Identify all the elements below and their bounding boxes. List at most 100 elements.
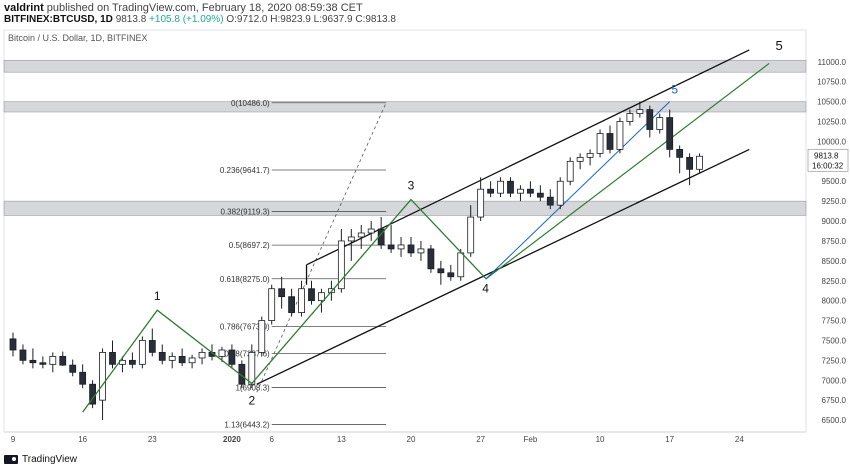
- candle-body: [308, 288, 315, 302]
- fib-level-label: 0.618(8275.0): [220, 275, 270, 284]
- candle: [238, 360, 246, 389]
- candle: [417, 240, 425, 261]
- candle-body: [497, 180, 504, 194]
- candle: [79, 364, 87, 389]
- candle-body: [318, 292, 325, 302]
- resistance-zone: [3, 200, 807, 216]
- candle-body: [357, 232, 365, 238]
- time-tick-label: 27: [476, 435, 485, 444]
- price-tick-label: 6500.0: [822, 416, 847, 425]
- candle-body: [387, 244, 395, 250]
- candle-body: [427, 248, 435, 270]
- time-tick-label: 20: [407, 435, 416, 444]
- candle-body: [656, 117, 664, 130]
- author-name[interactable]: valdrint: [4, 2, 44, 14]
- candle: [29, 348, 37, 369]
- candle-body: [606, 133, 614, 150]
- candle: [437, 260, 445, 285]
- last-price-label: 9813.8: [814, 151, 839, 160]
- zones-layer: [3, 29, 807, 433]
- candle-body: [556, 180, 564, 206]
- candle: [138, 336, 146, 369]
- candle: [9, 332, 17, 357]
- wave-label: 1: [154, 289, 161, 303]
- candle: [546, 189, 554, 210]
- candle: [397, 236, 405, 257]
- candle: [148, 328, 156, 357]
- chart-title: Bitcoin / U.S. Dollar, 1D, BITFINEX: [8, 33, 148, 43]
- price-chart[interactable]: 0(10486.0) 0.236(9641.7) 0.382(9119.3) 0.5(…: [0, 26, 850, 450]
- time-tick-label: 9: [11, 435, 16, 444]
- candle: [576, 153, 584, 170]
- candle: [158, 344, 166, 365]
- price-tick-label: 7500.0: [822, 336, 847, 345]
- price-tick-label: 8750.0: [822, 237, 847, 246]
- candle: [477, 177, 485, 222]
- low-value: L:9637.9: [313, 14, 353, 25]
- candle-body: [59, 355, 67, 366]
- fib-trend-dashed: [256, 102, 387, 393]
- candle-body: [447, 272, 455, 278]
- candle: [198, 348, 206, 365]
- candle: [487, 181, 495, 198]
- candle: [347, 229, 355, 261]
- fib-level-label: 1(6908.3): [235, 384, 270, 393]
- publish-line: valdrint published on TradingView.com, F…: [4, 2, 363, 14]
- candle: [278, 276, 286, 309]
- fib-level-label: 0(10486.0): [231, 99, 270, 108]
- last-price: 9813.8: [115, 14, 147, 25]
- time-tick-label: 24: [735, 435, 744, 444]
- candle: [447, 264, 455, 281]
- wave-label: 5: [671, 83, 678, 97]
- candle-body: [39, 362, 47, 365]
- candle-body: [268, 288, 276, 321]
- candle-body: [487, 188, 495, 194]
- footer-brand[interactable]: TradingView: [22, 454, 78, 465]
- candle-body: [696, 155, 703, 170]
- candle-body: [228, 349, 236, 365]
- last-price-tag: [807, 148, 849, 172]
- candle: [586, 149, 594, 166]
- candle-body: [586, 152, 594, 158]
- candle: [168, 352, 176, 369]
- candle-body: [148, 340, 156, 353]
- candle-body: [566, 160, 574, 182]
- candle-body: [288, 296, 296, 313]
- candle-body: [168, 355, 176, 361]
- candle: [507, 177, 514, 198]
- candle: [228, 344, 236, 369]
- candle: [427, 244, 435, 273]
- candle-body: [69, 364, 77, 373]
- fib-layer: 0(10486.0) 0.236(9641.7) 0.382(9119.3) 0.5(…: [220, 99, 387, 430]
- countdown-label: 16:00:32: [812, 161, 844, 170]
- candle: [128, 352, 136, 369]
- publish-header: valdrint published on TradingView.com, F…: [0, 0, 850, 26]
- candle: [69, 359, 77, 377]
- candle: [666, 109, 674, 158]
- candle-body: [477, 188, 485, 218]
- candle-body: [507, 180, 514, 194]
- candle-body: [397, 244, 405, 250]
- price-tick-label: 10500.0: [817, 98, 846, 107]
- price-tick-label: 8000.0: [822, 297, 847, 306]
- candle-body: [626, 113, 634, 122]
- symbol-label: BITFINEX:BTCUSD, 1D: [4, 14, 113, 25]
- resistance-zone: [3, 101, 807, 113]
- price-axis: 6500.0 6750.0 7000.0 7250.0 7500.0 7750.0 8000…: [807, 58, 849, 425]
- elliott-wave-path: [82, 198, 487, 413]
- ohlc-line: BITFINEX:BTCUSD, 1D 9813.8 +105.8 (+1.09…: [4, 14, 396, 25]
- candle: [89, 380, 96, 409]
- candle-body: [686, 156, 693, 170]
- price-tick-label: 7750.0: [822, 317, 847, 326]
- candle: [696, 153, 703, 174]
- candle-body: [676, 149, 684, 158]
- price-tick-label: 7250.0: [822, 356, 847, 365]
- candle: [566, 157, 574, 186]
- candle: [646, 105, 654, 138]
- price-tick-label: 9500.0: [822, 177, 847, 186]
- price-tick-label: 11000.0: [818, 58, 847, 67]
- blue-trend-line: [485, 101, 671, 280]
- channel-lower-line: [256, 148, 750, 385]
- fib-level-label: 0.236(9641.7): [220, 166, 270, 175]
- candle: [497, 177, 504, 198]
